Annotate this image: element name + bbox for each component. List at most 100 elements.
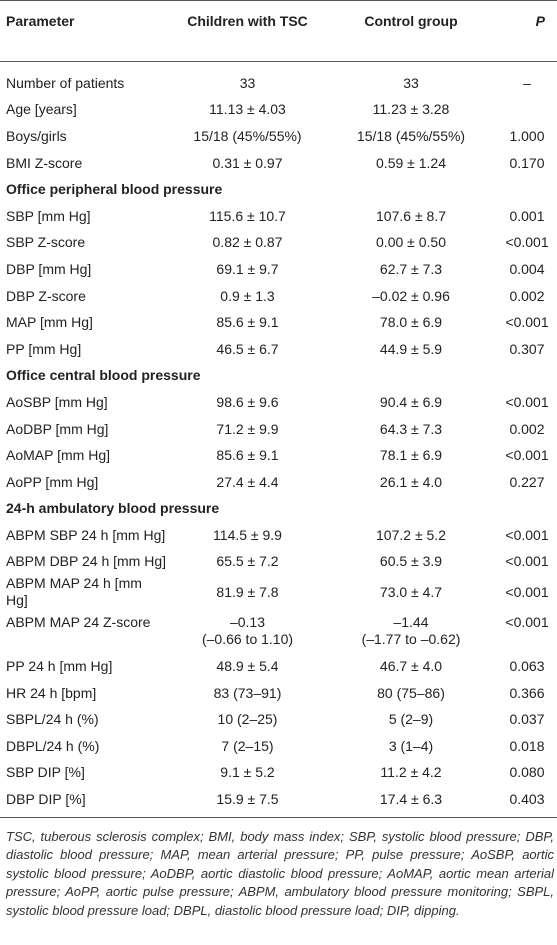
table-cell: 0.037 xyxy=(509,711,545,728)
table-cell: 78.1 ± 6.9 xyxy=(379,447,443,464)
footnote: TSC, tuberous sclerosis complex; BMI, bo… xyxy=(6,828,554,918)
table-cell: ABPM MAP 24 h [mm Hg] xyxy=(6,575,142,609)
table-cell: 64.3 ± 7.3 xyxy=(379,420,443,437)
table-cell: 44.9 ± 5.9 xyxy=(379,340,443,357)
table-cell: –1.44 (–1.77 to –0.62) xyxy=(361,614,461,648)
table-cell: DBP [mm Hg] xyxy=(6,260,92,277)
table-cell: 15/18 (45%/55%) xyxy=(356,127,466,144)
table-cell: 0.170 xyxy=(509,154,545,171)
table-cell: 17.4 ± 6.3 xyxy=(325,786,497,818)
table-cell: SBP Z-score xyxy=(6,234,86,251)
table-cell: 69.1 ± 9.7 xyxy=(216,260,279,277)
table-cell: ABPM DBP 24 h [mm Hg] xyxy=(6,553,167,570)
table-row: ABPM MAP 24 h [mm Hg] 81.9 ± 7.8 73.0 ± 4.… xyxy=(0,575,557,609)
table-cell: 85.6 ± 9.1 xyxy=(216,447,279,464)
table-row: Number of patients 33 33 – xyxy=(0,62,557,97)
table-cell: 65.5 ± 7.2 xyxy=(216,553,279,570)
table-row: SBP Z-score 0.82 ± 0.87 0.00 ± 0.50 <0.001 xyxy=(0,230,557,257)
table-cell: 62.7 ± 7.3 xyxy=(379,260,443,277)
table-cell: 80 (75–86) xyxy=(377,684,445,701)
table-cell: DBPL/24 h (%) xyxy=(6,737,100,754)
table-row: PP 24 h [mm Hg] 48.9 ± 5.4 46.7 ± 4.0 0.063 xyxy=(0,653,557,680)
table-cell: DBP Z-score xyxy=(6,287,86,304)
table-cell: 0.063 xyxy=(509,658,545,675)
table-cell: 11.2 ± 4.2 xyxy=(380,764,442,781)
table-cell: 0.002 xyxy=(509,420,545,437)
table-cell: <0.001 xyxy=(505,393,549,410)
table-cell: – xyxy=(523,74,531,91)
table-cell: 15.9 ± 7.5 xyxy=(170,786,325,818)
table-cell: MAP [mm Hg] xyxy=(6,314,93,331)
section-row: 24-h ambulatory blood pressure xyxy=(0,496,557,523)
table-row: DBP DIP [%] 15.9 ± 7.5 17.4 ± 6.3 0.403 xyxy=(0,786,557,818)
table-cell: <0.001 xyxy=(505,614,549,631)
table-cell: 0.018 xyxy=(509,737,545,754)
table-cell: 0.31 ± 0.97 xyxy=(212,154,283,171)
table-cell: 0.002 xyxy=(509,287,545,304)
table-cell: 10 (2–25) xyxy=(217,711,278,728)
table-cell xyxy=(497,97,557,124)
table-cell: 0.004 xyxy=(509,260,545,277)
header-row: Parameter Children with TSC Control grou… xyxy=(0,0,557,62)
table-cell: Boys/girls xyxy=(6,127,67,144)
header-cell: Control group xyxy=(325,0,497,62)
table-cell: 83 (73–91) xyxy=(213,684,282,701)
table-cell: BMI Z-score xyxy=(6,154,83,171)
table-cell: –0.13 (–0.66 to 1.10) xyxy=(201,614,294,648)
table-cell: SBP DIP [%] xyxy=(6,764,85,781)
table-row: HR 24 h [bpm] 83 (73–91) 80 (75–86) 0.366 xyxy=(0,680,557,707)
table-cell: 81.9 ± 7.8 xyxy=(216,583,279,600)
table-cell: AoSBP [mm Hg] xyxy=(6,393,108,410)
section-title: Office peripheral blood pressure xyxy=(6,181,223,198)
table-cell: 78.0 ± 6.9 xyxy=(379,314,443,331)
table-row: AoPP [mm Hg] 27.4 ± 4.4 26.1 ± 4.0 0.227 xyxy=(0,469,557,496)
table-cell: 3 (1–4) xyxy=(388,737,434,754)
table-cell: 85.6 ± 9.1 xyxy=(216,314,279,331)
table-row: DBP Z-score 0.9 ± 1.3 –0.02 ± 0.96 0.002 xyxy=(0,283,557,310)
table-cell: <0.001 xyxy=(505,583,549,600)
table-cell: HR 24 h [bpm] xyxy=(6,684,97,701)
table-cell: 0.403 xyxy=(497,786,557,818)
table-cell: DBP DIP [%] xyxy=(0,786,170,818)
table-row: SBP [mm Hg] 115.6 ± 10.7 107.6 ± 8.7 0.001 xyxy=(0,203,557,230)
table-cell: 90.4 ± 6.9 xyxy=(379,393,443,410)
table-cell: PP 24 h [mm Hg] xyxy=(6,658,113,675)
table-row: ABPM DBP 24 h [mm Hg] 65.5 ± 7.2 60.5 ± 3.… xyxy=(0,549,557,576)
table-cell: 0.227 xyxy=(509,473,545,490)
table-cell: 71.2 ± 9.9 xyxy=(216,420,279,437)
table-cell: AoPP [mm Hg] xyxy=(6,473,99,490)
table-cell: 0.59 ± 1.24 xyxy=(376,154,446,171)
table-cell: 0.366 xyxy=(509,684,545,701)
table-row: ABPM SBP 24 h [mm Hg] 114.5 ± 9.9 107.2 ± … xyxy=(0,522,557,549)
table-body: Number of patients 33 33 – Age [years] 11.13 … xyxy=(0,62,557,818)
header-cell: Parameter xyxy=(0,0,170,62)
table-cell: 0.001 xyxy=(509,207,545,224)
table-cell: 11.13 ± 4.03 xyxy=(209,101,286,118)
table-row: AoMAP [mm Hg] 85.6 ± 9.1 78.1 ± 6.9 <0.001 xyxy=(0,442,557,469)
table-row: ABPM MAP 24 Z-score –0.13 (–0.66 to 1.10)… xyxy=(0,609,557,653)
table-row: Boys/girls 15/18 (45%/55%) 15/18 (45%/55%)… xyxy=(0,123,557,150)
table-cell: 9.1 ± 5.2 xyxy=(220,764,275,781)
table-cell: AoDBP [mm Hg] xyxy=(6,420,109,437)
table-cell: –0.02 ± 0.96 xyxy=(372,287,450,304)
table-cell: ABPM SBP 24 h [mm Hg] xyxy=(6,526,166,543)
header-cell: Children with TSC xyxy=(170,0,325,62)
table-cell: SBP [mm Hg] xyxy=(6,207,91,224)
table-cell: 46.5 ± 6.7 xyxy=(216,340,279,357)
section-title: 24-h ambulatory blood pressure xyxy=(6,500,220,517)
section-title: Office central blood pressure xyxy=(6,367,201,384)
table-cell: <0.001 xyxy=(505,234,549,251)
table-cell: 0.00 ± 0.50 xyxy=(376,234,446,251)
table-cell: 0.9 ± 1.3 xyxy=(220,287,275,304)
table-cell: 73.0 ± 4.7 xyxy=(379,583,443,600)
table-cell: 5 (2–9) xyxy=(388,711,434,728)
section-row: Office peripheral blood pressure xyxy=(0,176,557,203)
table-row: DBPL/24 h (%) 7 (2–15) 3 (1–4) 0.018 xyxy=(0,733,557,760)
table-row: SBPL/24 h (%) 10 (2–25) 5 (2–9) 0.037 xyxy=(0,706,557,733)
table-cell: 114.5 ± 9.9 xyxy=(213,526,282,543)
table-container: Parameter Children with TSC Control grou… xyxy=(0,0,557,918)
table-row: Age [years] 11.13 ± 4.03 11.23 ± 3.28 xyxy=(0,97,557,124)
section-row: Office central blood pressure xyxy=(0,363,557,390)
table-row: AoDBP [mm Hg] 71.2 ± 9.9 64.3 ± 7.3 0.002 xyxy=(0,416,557,443)
table-row: SBP DIP [%] 9.1 ± 5.2 11.2 ± 4.2 0.080 xyxy=(0,760,557,787)
